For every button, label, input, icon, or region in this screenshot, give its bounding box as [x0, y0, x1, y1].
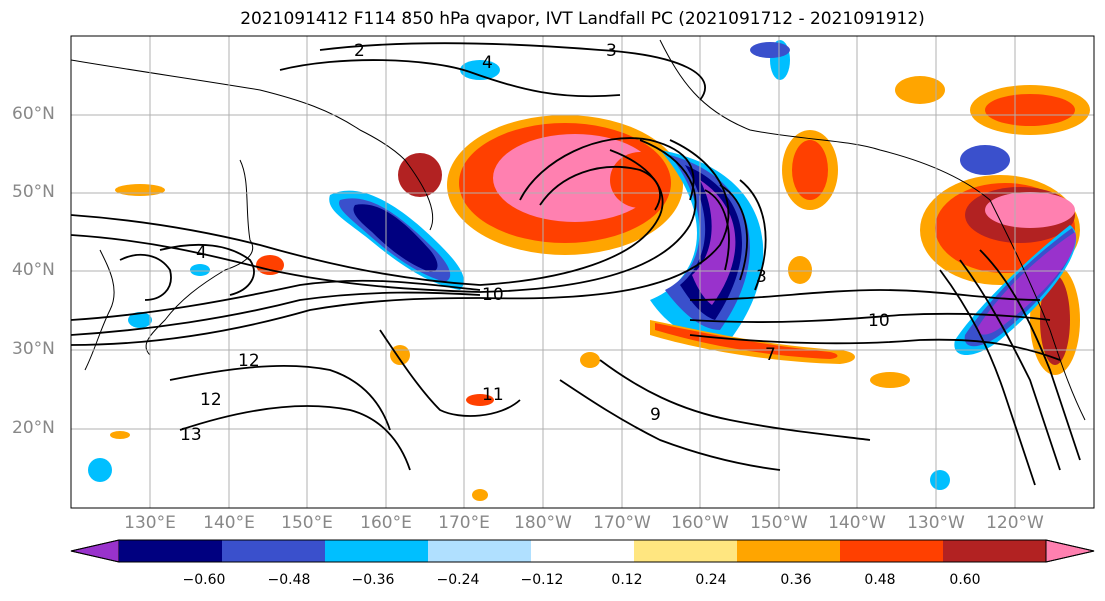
colorbar-tick-label: −0.24	[436, 572, 480, 588]
lat-tick-label: 40°N	[12, 260, 55, 280]
colorbar-cell	[840, 540, 944, 562]
positive-anomaly-central	[398, 115, 683, 255]
contour-label: 12	[238, 351, 260, 371]
colorbar-tick-label: 0.12	[611, 572, 643, 588]
colorbar-tick-label: −0.12	[520, 572, 564, 588]
contour-label: 3	[606, 41, 617, 61]
scattered-patches	[88, 40, 950, 501]
colorbar-cell	[943, 540, 1047, 562]
colorbar-cell	[222, 540, 326, 562]
colorbar-extend-max	[1045, 539, 1095, 563]
lon-tick-label: 140°E	[203, 513, 255, 533]
colorbar-tick-label: −0.60	[182, 572, 226, 588]
lat-tick-label: 20°N	[12, 418, 55, 438]
colorbar-tick-label: 0.36	[780, 572, 812, 588]
lon-tick-label: 130°W	[907, 513, 965, 533]
colorbar-tick-label: 0.60	[949, 572, 981, 588]
colorbar-cell	[531, 540, 635, 562]
colorbar-outline	[70, 539, 1095, 563]
lon-tick-label: 160°W	[671, 513, 729, 533]
contour-label: 2	[354, 41, 365, 61]
lon-tick-label: 180°W	[514, 513, 572, 533]
colorbar-tick-label: 0.48	[864, 572, 896, 588]
colorbar-tick-label: −0.36	[351, 572, 395, 588]
contour-label: 10	[482, 285, 504, 305]
contour-label: 10	[868, 311, 890, 331]
contour-lines	[71, 42, 1081, 486]
lon-tick-label: 160°E	[360, 513, 412, 533]
contour-labels: 2 3 4 10 3 12 11 12 13 10 9 7 4	[180, 41, 890, 445]
lon-tick-label: 130°E	[124, 513, 176, 533]
colorbar-tick-label: 0.24	[695, 572, 727, 588]
contour-label: 11	[482, 385, 504, 405]
contour-label: 4	[482, 53, 493, 73]
lat-tick-label: 60°N	[12, 104, 55, 124]
colorbar-cell	[737, 540, 841, 562]
map-frame	[70, 35, 1095, 509]
colorbar-cell	[428, 540, 532, 562]
lat-tick-label: 30°N	[12, 339, 55, 359]
colorbar-extend-min	[70, 539, 120, 563]
colorbar	[70, 539, 1095, 563]
negative-anomaly-west	[329, 190, 464, 290]
contour-label: 13	[180, 425, 202, 445]
negative-anomaly-east	[954, 145, 1077, 355]
lon-tick-label: 150°W	[750, 513, 808, 533]
lon-tick-label: 120°W	[986, 513, 1044, 533]
contour-label: 7	[765, 345, 776, 365]
colorbar-cell	[119, 540, 223, 562]
contour-label: 4	[196, 243, 207, 263]
lat-tick-label: 50°N	[12, 182, 55, 202]
contour-label: 9	[650, 405, 661, 425]
colorbar-cell	[634, 540, 738, 562]
colorbar-cells	[119, 540, 1047, 562]
lon-tick-label: 170°E	[438, 513, 490, 533]
contour-label: 3	[756, 267, 767, 287]
map-title: 2021091412 F114 850 hPa qvapor, IVT Land…	[240, 9, 925, 29]
lon-tick-label: 170°W	[593, 513, 651, 533]
lon-tick-label: 140°W	[828, 513, 886, 533]
coastlines	[71, 39, 1086, 421]
lon-tick-label: 150°E	[281, 513, 333, 533]
contour-label: 12	[200, 390, 222, 410]
colorbar-tick-label: −0.48	[267, 572, 311, 588]
colorbar-cell	[325, 540, 429, 562]
gridlines	[71, 36, 1094, 508]
map-field: 2 3 4 10 3 12 11 12 13 10 9 7 4	[71, 36, 1094, 508]
